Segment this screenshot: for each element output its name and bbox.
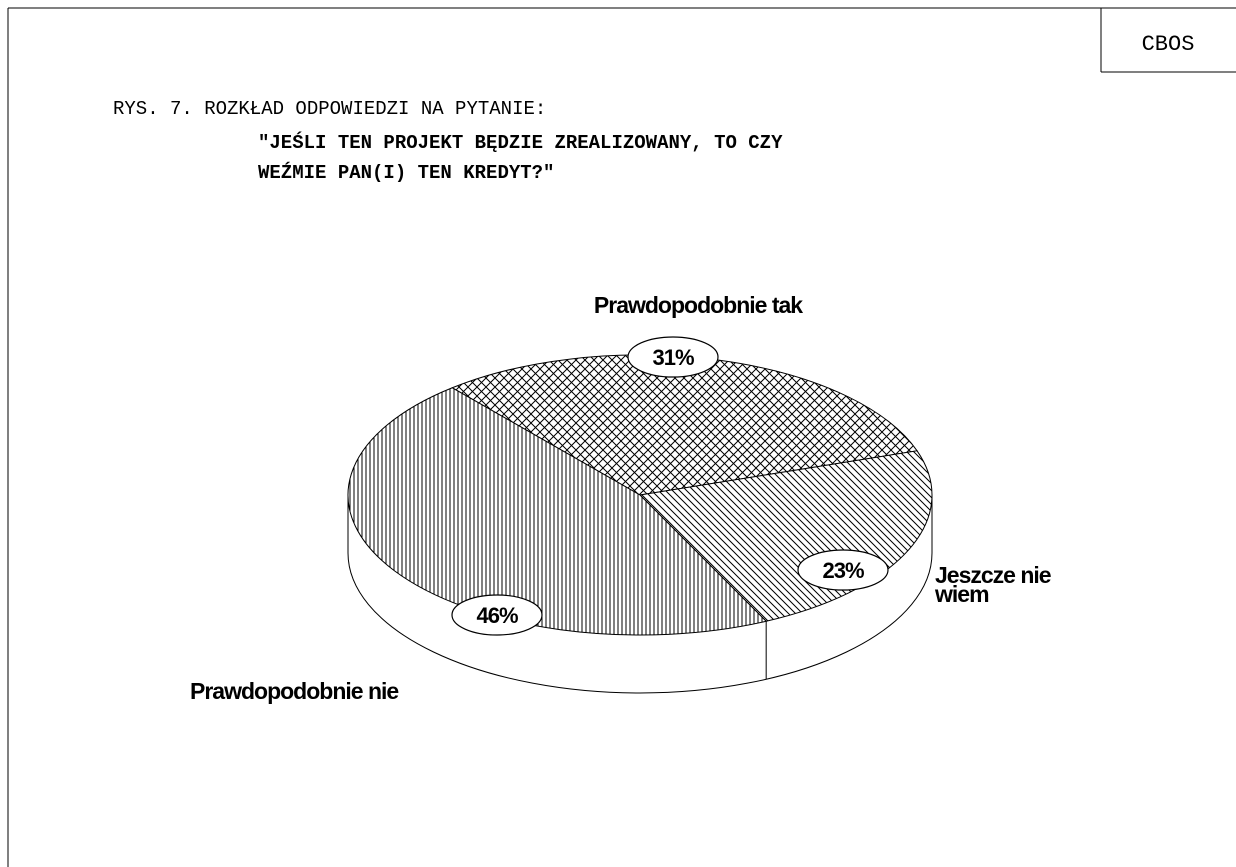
pie-slice bbox=[451, 354, 918, 496]
value-label: 23% bbox=[822, 558, 863, 583]
pie-slice bbox=[347, 387, 768, 636]
value-label-bg bbox=[627, 336, 719, 378]
category-label: Prawdopodobnie tak bbox=[593, 292, 803, 318]
value-label-bg bbox=[451, 594, 543, 636]
chart-subtitle: "JEŚLI TEN PROJEKT BĘDZIE ZREALIZOWANY, … bbox=[258, 132, 783, 154]
value-label: 31% bbox=[652, 345, 693, 370]
source: CBOS bbox=[1142, 32, 1195, 57]
category-label: Prawdopodobnie nie bbox=[190, 678, 399, 704]
chart-subtitle: WEŹMIE PAN(I) TEN KREDYT?" bbox=[258, 162, 554, 184]
value-label: 46% bbox=[476, 603, 517, 628]
value-label-bg bbox=[797, 549, 889, 591]
category-label: Jeszcze nie wiem bbox=[935, 562, 1052, 607]
chart-title: RYS. 7. ROZKŁAD ODPOWIEDZI NA PYTANIE: bbox=[113, 98, 546, 120]
